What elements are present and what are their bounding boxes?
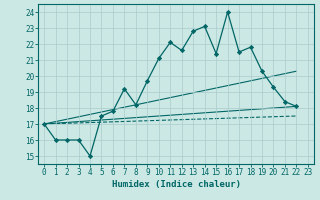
- X-axis label: Humidex (Indice chaleur): Humidex (Indice chaleur): [111, 180, 241, 189]
